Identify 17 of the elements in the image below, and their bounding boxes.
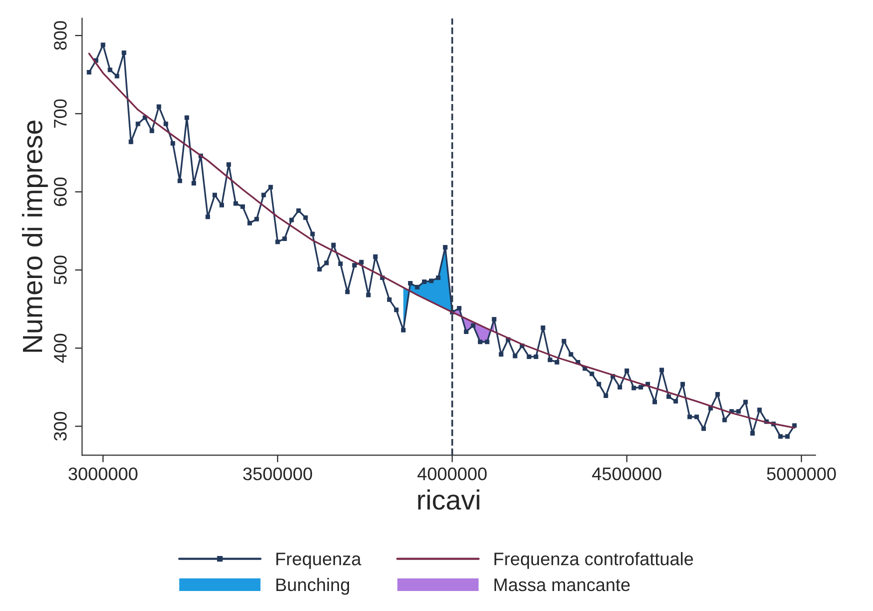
x-tick-label: 3500000	[243, 467, 312, 480]
x-tick-label: 5000000	[766, 467, 836, 480]
y-tick-label: 400	[54, 334, 67, 363]
y-tick-label: 300	[54, 412, 67, 441]
y-tick-label: 700	[54, 99, 67, 128]
y-tick-label: 500	[54, 256, 67, 284]
legend-label: Frequenza	[276, 552, 362, 569]
y-tick-label: 600	[54, 177, 67, 206]
x-axis-title: ricavi	[418, 489, 480, 510]
legend-label: Frequenza controfattuale	[494, 552, 693, 569]
y-tick-label: 800	[54, 21, 67, 50]
x-tick-label: 3000000	[68, 467, 138, 480]
x-tick-label: 4000000	[417, 467, 487, 480]
y-axis-title: Numero di imprese	[22, 120, 48, 352]
legend-label: Massa mancante	[494, 578, 630, 592]
x-tick-label: 4500000	[592, 467, 662, 480]
legend-label: Bunching	[276, 578, 350, 595]
